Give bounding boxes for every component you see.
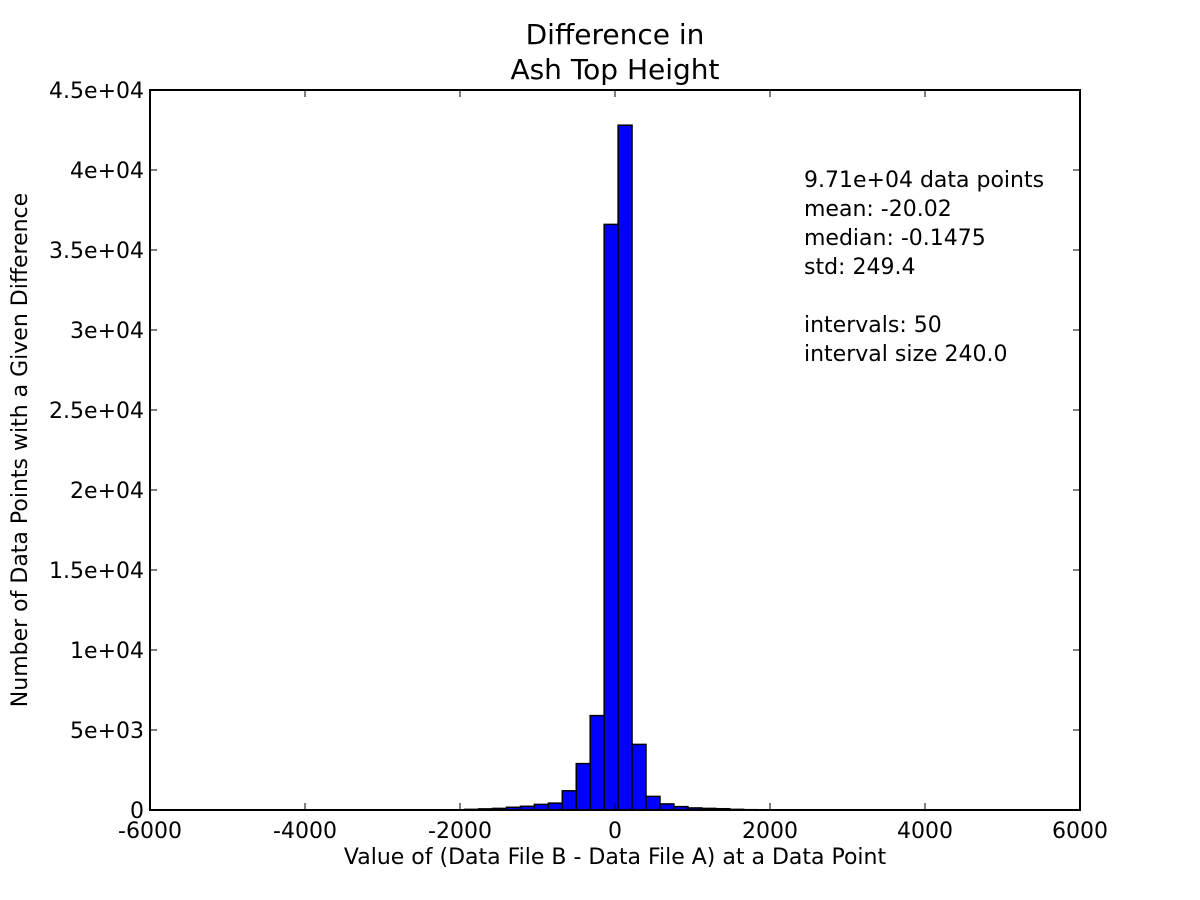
histogram-bar	[589, 714, 605, 811]
x-tick-label: -6000	[118, 819, 182, 844]
y-tick-label: 4.5e+04	[49, 79, 144, 104]
chart-title-line-1: Difference in	[526, 18, 705, 51]
y-tick-label: 2.5e+04	[49, 399, 144, 424]
y-tick-label: 3e+04	[70, 319, 144, 344]
x-axis-label: Value of (Data File B - Data File A) at …	[344, 845, 887, 870]
histogram-bar	[547, 802, 564, 811]
histogram-bar	[575, 762, 591, 811]
histogram-bars	[463, 124, 759, 811]
x-axis-ticks: -6000 -4000 -2000 0 2000 4000 6000	[118, 90, 1108, 844]
chart-title-line-2: Ash Top Height	[510, 53, 719, 86]
histogram-bar	[603, 223, 619, 811]
histogram-bar	[561, 790, 577, 811]
annotation-line: intervals: 50	[804, 313, 942, 338]
y-tick-label: 0	[130, 799, 144, 824]
y-tick-label: 2e+04	[70, 479, 144, 504]
annotation-line: 9.71e+04 data points	[804, 168, 1044, 193]
histogram-bar	[631, 743, 647, 811]
x-tick-label: -4000	[273, 819, 337, 844]
y-tick-label: 5e+03	[70, 719, 144, 744]
stats-annotation: 9.71e+04 data points mean: -20.02 median: …	[804, 168, 1044, 367]
annotation-line: std: 249.4	[804, 255, 915, 280]
x-tick-label: 4000	[897, 819, 953, 844]
x-tick-label: -2000	[428, 819, 492, 844]
x-tick-label: 2000	[742, 819, 798, 844]
y-tick-label: 4e+04	[70, 159, 144, 184]
annotation-line: mean: -20.02	[804, 197, 952, 222]
histogram-bar	[645, 795, 661, 811]
x-tick-label: 0	[608, 819, 622, 844]
y-axis-label: Number of Data Points with a Given Diffe…	[8, 193, 33, 707]
y-tick-label: 1e+04	[70, 639, 144, 664]
y-tick-label: 1.5e+04	[49, 559, 144, 584]
y-axis-ticks: 0 5e+03 1e+04 1.5e+04 2e+04 2.5e+04 3e+04 3.5e+…	[49, 79, 1080, 824]
annotation-line: interval size 240.0	[804, 342, 1008, 367]
x-tick-label: 6000	[1052, 819, 1108, 844]
y-tick-label: 3.5e+04	[49, 239, 144, 264]
annotation-line: median: -0.1475	[804, 226, 986, 251]
histogram-bar	[617, 124, 633, 811]
